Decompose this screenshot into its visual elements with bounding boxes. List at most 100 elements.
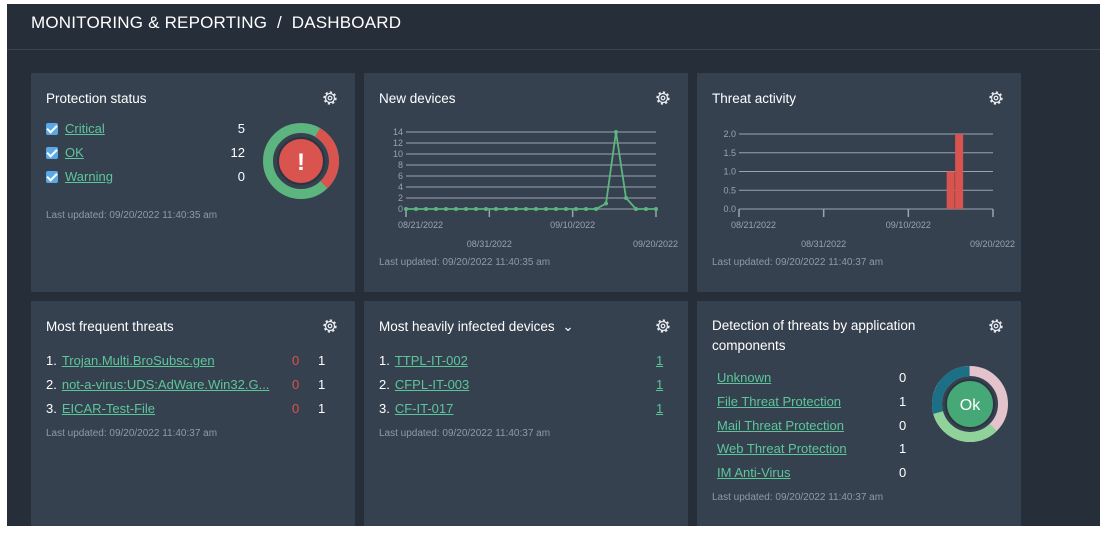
threat-row[interactable]: 3. EICAR-Test-File [46, 401, 155, 416]
component-link[interactable]: Web Threat Protection [717, 441, 847, 456]
component-link[interactable]: IM Anti-Virus [717, 465, 791, 480]
threat-index: 2. [46, 377, 57, 392]
app-components-widget: Detection of threats by application comp… [697, 301, 1021, 526]
y-tick-label: 0.5 [723, 185, 736, 195]
checkbox-icon[interactable] [46, 146, 58, 159]
component-row[interactable]: IM Anti-Virus [717, 465, 790, 480]
gear-icon[interactable] [987, 317, 1005, 335]
threat-row[interactable]: 2. not-a-virus:UDS:AdWare.Win32.G... [46, 377, 269, 392]
threat-count: 1 [318, 401, 326, 416]
device-count-link[interactable]: 1 [656, 401, 664, 416]
component-row[interactable]: Web Threat Protection [717, 441, 847, 456]
gear-icon[interactable] [654, 89, 672, 107]
status-count-warning: 0 [237, 169, 245, 184]
x-tick-label: 08/21/2022 [731, 220, 776, 230]
component-row[interactable]: Mail Threat Protection [717, 418, 844, 433]
y-tick-label: 8 [398, 160, 403, 170]
checkbox-icon[interactable] [46, 122, 58, 135]
components-donut: Ok [932, 366, 1008, 442]
component-count: 0 [899, 418, 907, 433]
device-index: 3. [379, 401, 390, 416]
data-point [414, 207, 418, 211]
threat-row[interactable]: 1. Trojan.Multi.BroSubsc.gen [46, 353, 215, 368]
last-updated: Last updated: 09/20/2022 11:40:37 am [46, 428, 218, 439]
last-updated: Last updated: 09/20/2022 11:40:37 am [712, 492, 884, 503]
widget-title: Detection of threats by application comp… [712, 316, 915, 356]
status-link-critical[interactable]: Critical [65, 121, 105, 136]
last-updated: Last updated: 09/20/2022 11:40:35 am [379, 257, 551, 268]
gear-icon[interactable] [321, 89, 339, 107]
data-point [484, 207, 488, 211]
device-link[interactable]: CFPL-IT-003 [394, 377, 470, 392]
gear-icon[interactable] [987, 89, 1005, 107]
data-point [624, 196, 628, 200]
data-point [594, 207, 598, 211]
data-point [514, 207, 518, 211]
device-index: 1. [379, 353, 390, 368]
gear-icon[interactable] [654, 317, 672, 335]
x-tick-label: 09/10/2022 [550, 220, 595, 230]
chevron-down-icon[interactable]: ⌄ [562, 319, 574, 334]
threat-link[interactable]: not-a-virus:UDS:AdWare.Win32.G... [61, 377, 270, 392]
component-count: 0 [899, 370, 907, 385]
page-title: MONITORING & REPORTING / DASHBOARD [31, 13, 402, 32]
device-row[interactable]: 3. CF-IT-017 [379, 401, 453, 416]
threat-red-count: 0 [292, 401, 300, 416]
threat-activity-bar-chart: 2.0 1.5 1.0 0.5 0.0 08/21/2022 08/31/2022 09/10… [723, 129, 1015, 249]
checkbox-icon[interactable] [46, 170, 58, 183]
device-row[interactable]: 1. TTPL-IT-002 [379, 353, 468, 368]
x-tick-label: 09/20/2022 [633, 239, 678, 249]
component-link[interactable]: File Threat Protection [717, 394, 842, 409]
data-point [584, 207, 588, 211]
status-row-ok[interactable]: OK [46, 145, 84, 160]
status-row-warning[interactable]: Warning [46, 169, 113, 184]
device-index: 2. [379, 377, 390, 392]
device-link[interactable]: TTPL-IT-002 [394, 353, 468, 368]
status-link-warning[interactable]: Warning [65, 169, 113, 184]
component-row[interactable]: Unknown [717, 370, 771, 385]
x-tick-label: 09/10/2022 [886, 220, 931, 230]
new-devices-widget: New devices 14 12 10 8 6 4 2 0 08/21/2022 08/31/2… [364, 73, 688, 292]
data-point [424, 207, 428, 211]
bar [946, 171, 955, 209]
protection-status-widget: Protection status Critical 5 OK 12 Warni… [31, 73, 355, 292]
widget-title[interactable]: Most heavily infected devices ⌄ [379, 319, 574, 335]
widget-title-line: components [712, 338, 786, 353]
y-tick-label: 2.0 [723, 129, 736, 139]
device-count-link[interactable]: 1 [656, 377, 664, 392]
data-point [634, 207, 638, 211]
y-tick-label: 2 [398, 193, 403, 203]
widget-title-text: Most heavily infected devices [379, 319, 555, 334]
gear-icon[interactable] [321, 317, 339, 335]
data-point [564, 207, 568, 211]
y-tick-label: 0 [398, 204, 403, 214]
threat-link[interactable]: Trojan.Multi.BroSubsc.gen [61, 353, 215, 368]
data-point [474, 207, 478, 211]
component-count: 1 [899, 394, 907, 409]
device-row[interactable]: 2. CFPL-IT-003 [379, 377, 469, 392]
data-point [614, 130, 618, 134]
frequent-threats-widget: Most frequent threats 1. Trojan.Multi.Br… [31, 301, 355, 526]
data-point [574, 207, 578, 211]
threat-count: 1 [318, 353, 326, 368]
data-point [494, 207, 498, 211]
device-link[interactable]: CF-IT-017 [394, 401, 454, 416]
y-tick-label: 12 [393, 138, 403, 148]
infected-devices-widget: Most heavily infected devices ⌄ 1. TTPL-… [364, 301, 688, 526]
data-point [444, 207, 448, 211]
component-row[interactable]: File Threat Protection [717, 394, 841, 409]
threat-index: 3. [46, 401, 57, 416]
y-tick-label: 6 [398, 171, 403, 181]
y-tick-label: 1.5 [723, 148, 736, 158]
threat-link[interactable]: EICAR-Test-File [61, 401, 156, 416]
series-line [406, 131, 656, 210]
status-link-ok[interactable]: OK [65, 145, 84, 160]
ok-badge: Ok [960, 397, 981, 414]
component-link[interactable]: Unknown [717, 370, 772, 385]
component-link[interactable]: Mail Threat Protection [717, 418, 844, 433]
device-count-link[interactable]: 1 [656, 353, 664, 368]
x-tick-label: 09/20/2022 [970, 239, 1015, 249]
threat-red-count: 0 [292, 353, 300, 368]
status-row-critical[interactable]: Critical [46, 121, 105, 136]
